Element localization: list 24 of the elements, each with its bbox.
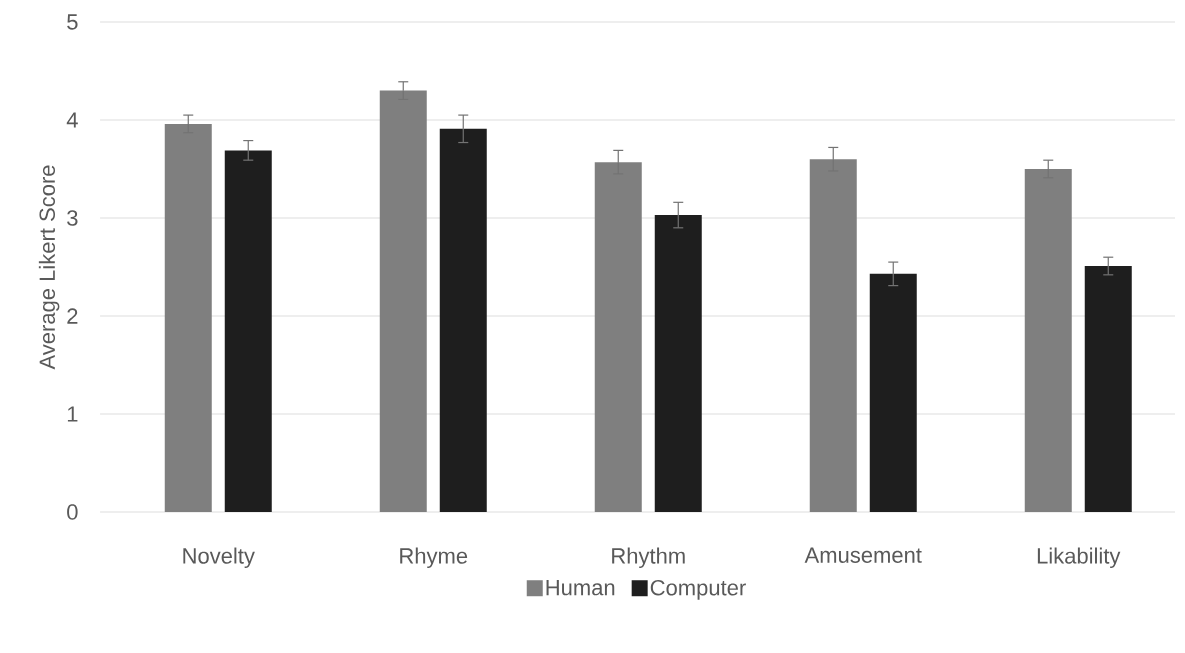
bar — [1024, 169, 1072, 512]
y-tick-label: 2 — [67, 308, 78, 324]
y-tick-label: 0 — [67, 504, 78, 520]
bar — [439, 128, 487, 512]
x-tick-label: Likability — [1037, 547, 1121, 569]
y-tick-label: 1 — [67, 406, 78, 422]
y-tick-label: 5 — [67, 14, 78, 30]
bar — [869, 273, 917, 512]
bar — [654, 215, 702, 512]
x-tick-label: Rhythm — [612, 547, 685, 569]
legend-label: Human — [546, 580, 615, 596]
bar — [1084, 266, 1132, 512]
legend-label: Computer — [650, 579, 746, 600]
bar — [379, 90, 427, 512]
y-axis-title: Average Likert Score — [38, 165, 60, 370]
x-tick-label: Novelty — [183, 547, 255, 569]
y-tick-label: 4 — [66, 112, 78, 128]
x-tick-label: Rhyme — [400, 547, 468, 569]
x-tick-label: Amusement — [804, 547, 922, 563]
bar — [224, 150, 272, 512]
bar — [809, 159, 857, 512]
bar — [594, 162, 642, 512]
bar — [164, 123, 212, 512]
y-tick-label: 3 — [67, 210, 78, 226]
